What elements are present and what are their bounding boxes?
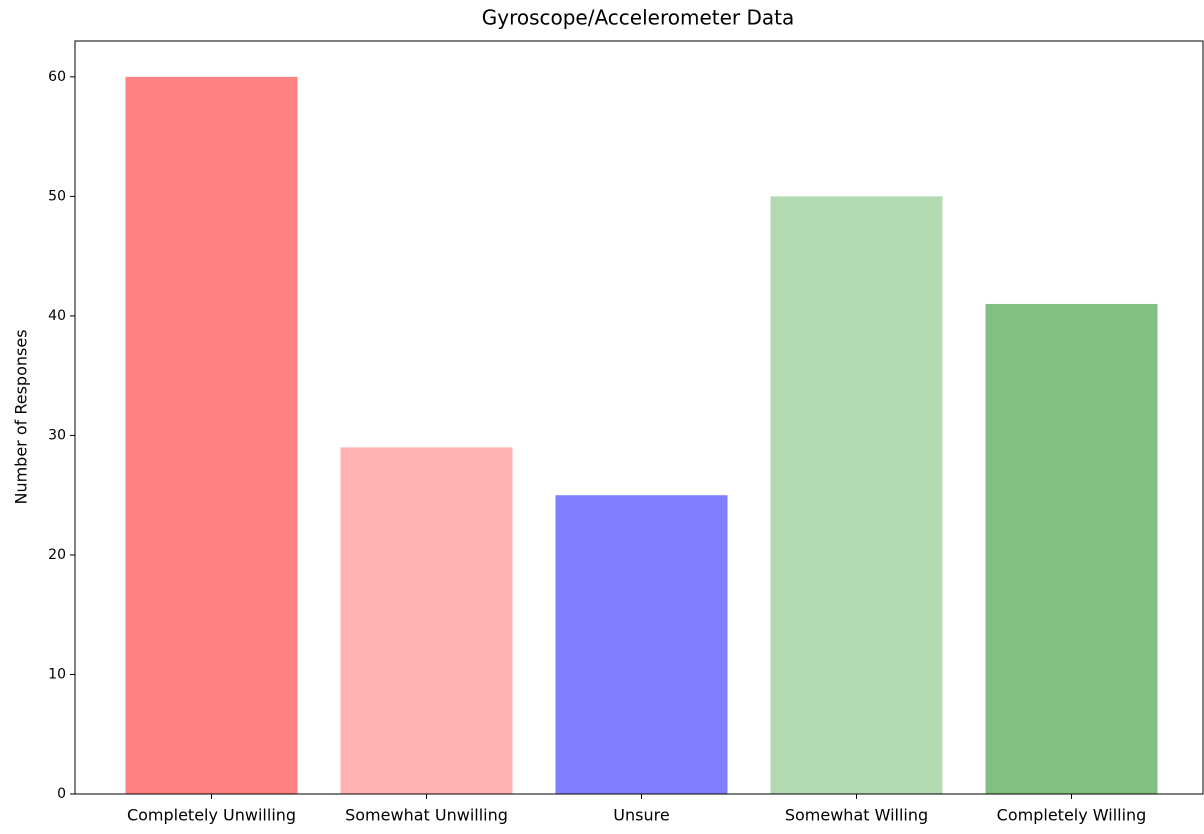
bar: [985, 303, 1158, 794]
x-tick-label: Completely Willing: [997, 806, 1147, 825]
plot-frame: [74, 40, 1204, 795]
y-tick-label: 10: [48, 666, 66, 682]
x-tick-label: Unsure: [613, 806, 669, 825]
bar: [125, 76, 298, 795]
y-tick-label: 60: [48, 69, 66, 85]
bar: [340, 447, 513, 794]
x-tick-label: Somewhat Unwilling: [345, 806, 508, 825]
y-axis-label: Number of Responses: [12, 329, 31, 504]
y-tick-label: 20: [48, 547, 66, 563]
y-tick-label: 40: [48, 308, 66, 324]
y-tick-label: 30: [48, 427, 66, 443]
y-tick-label: 50: [48, 188, 66, 204]
bar: [770, 196, 943, 794]
chart-title: Gyroscope/Accelerometer Data: [482, 6, 795, 30]
y-tick-label: 0: [57, 786, 66, 802]
x-tick-label: Completely Unwilling: [127, 806, 296, 825]
x-tick-label: Somewhat Willing: [785, 806, 928, 825]
bar: [555, 495, 728, 794]
